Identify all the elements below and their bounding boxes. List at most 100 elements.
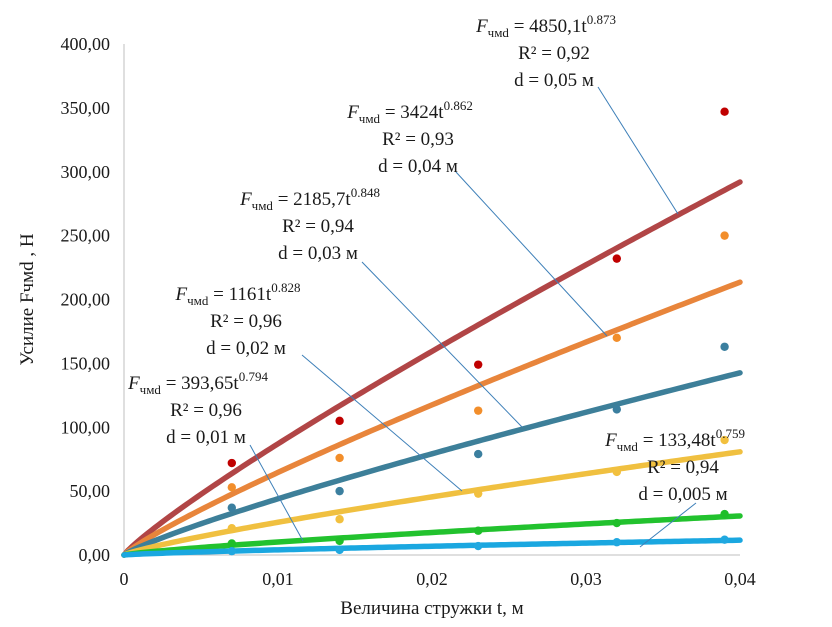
data-point <box>335 515 344 524</box>
data-point <box>612 538 621 547</box>
annotation-series-2: Fчмd = 3424t0.862 R² = 0,93 d = 0,04 м <box>346 98 473 177</box>
annotation-equation: Fчмd = 393,65t0.794 <box>127 369 268 397</box>
data-point <box>720 107 729 116</box>
annotation-r2: R² = 0,94 <box>647 457 719 478</box>
x-tick-label: 0,02 <box>416 569 448 589</box>
y-tick-label: 400,00 <box>61 34 111 54</box>
annotation-leader-line <box>301 354 463 492</box>
annotation-series-3: Fчмd = 2185,7t0.848 R² = 0,94 d = 0,03 м <box>239 185 380 264</box>
annotation-r2: R² = 0,94 <box>282 216 354 237</box>
annotation-equation: Fчмd = 4850,1t0.873 <box>475 12 616 40</box>
x-axis-title: Величина стружки t, м <box>340 598 523 619</box>
annotation-leader-line <box>249 444 304 542</box>
data-point <box>335 545 344 555</box>
data-point <box>474 449 483 459</box>
y-tick-label: 100,00 <box>61 417 111 437</box>
annotation-r2: R² = 0,93 <box>382 129 454 150</box>
data-point <box>612 467 621 477</box>
data-point <box>720 342 729 351</box>
annotation-F: F <box>346 102 359 123</box>
annotation-leader-line <box>639 502 697 548</box>
annotation-exponent: 0.828 <box>271 280 300 295</box>
y-tick-label: 350,00 <box>61 98 111 118</box>
annotation-leader-line <box>597 86 679 215</box>
annotation-r2: R² = 0,92 <box>518 43 590 64</box>
annotation-subscript: чмd <box>617 439 639 454</box>
annotation-series-1: Fчмd = 4850,1t0.873 R² = 0,92 d = 0,05 м <box>475 12 616 91</box>
annotation-leaders <box>249 86 697 548</box>
data-point <box>227 539 236 548</box>
annotation-r2: R² = 0,96 <box>170 400 242 421</box>
data-point <box>335 416 344 426</box>
annotation-F: F <box>175 284 188 305</box>
y-tick-label: 0,00 <box>79 545 111 565</box>
trendline-series-6 <box>121 537 743 558</box>
data-point <box>227 458 236 468</box>
annotation-subscript: чмd <box>187 293 209 308</box>
annotation-series-4: Fчмd = 1161t0.828 R² = 0,96 d = 0,02 м <box>175 280 301 359</box>
annotation-series-5: Fчмd = 393,65t0.794 R² = 0,96 d = 0,01 м <box>127 369 268 448</box>
trendline-series-4 <box>121 449 743 558</box>
trendlines <box>121 179 743 558</box>
data-point <box>612 254 621 263</box>
data-point <box>227 503 236 512</box>
y-tick-label: 200,00 <box>61 290 111 310</box>
annotation-series-6: Fчмd = 133,48t0.759 R² = 0,94 d = 0,005 м <box>604 426 745 505</box>
x-tick-label: 0 <box>120 569 129 589</box>
y-tick-label: 50,00 <box>70 481 111 501</box>
axes: 0,00 50,00 100,00 150,00 200,00 250,00 300,00 3… <box>61 34 756 589</box>
data-points <box>227 107 729 556</box>
annotation-exponent: 0.873 <box>587 12 616 27</box>
data-point <box>474 526 483 535</box>
annotation-F: F <box>604 430 617 451</box>
data-point <box>720 435 729 445</box>
data-point <box>227 523 236 533</box>
annotation-equation: Fчмd = 133,48t0.759 <box>604 426 745 454</box>
annotation-equation: Fчмd = 2185,7t0.848 <box>239 185 380 213</box>
annotation-equation: Fчмd = 1161t0.828 <box>175 280 301 308</box>
data-point <box>720 509 729 519</box>
annotation-diameter: d = 0,02 м <box>206 338 286 359</box>
annotation-diameter: d = 0,01 м <box>166 427 246 448</box>
annotation-exponent: 0.794 <box>239 369 269 384</box>
y-tick-label: 300,00 <box>61 162 111 182</box>
data-point <box>612 333 621 343</box>
annotation-subscript: чмd <box>359 111 381 126</box>
trendline-series-5 <box>121 513 743 558</box>
annotation-exponent: 0.848 <box>351 185 380 200</box>
annotation-diameter: d = 0,005 м <box>638 484 727 505</box>
annotation-subscript: чмd <box>252 198 274 213</box>
annotation-coefficient: = 133,48t <box>638 430 716 451</box>
y-tick-label: 250,00 <box>61 226 111 246</box>
data-point <box>227 546 236 556</box>
annotation-leader-line <box>361 261 523 428</box>
data-point <box>227 483 236 492</box>
annotation-subscript: чмd <box>488 25 510 40</box>
annotation-diameter: d = 0,04 м <box>378 156 458 177</box>
y-tick-label: 150,00 <box>61 353 111 373</box>
annotation-r2: R² = 0,96 <box>210 311 282 332</box>
data-point <box>474 360 483 369</box>
annotation-F: F <box>475 16 488 37</box>
axis-titles: Величина стружки t, м Усилие Fчмd , Н <box>17 233 524 619</box>
y-axis-title: Усилие Fчмd , Н <box>17 233 38 365</box>
annotation-coefficient: = 2185,7t <box>273 189 351 210</box>
trendline-series-2 <box>121 279 743 558</box>
annotation-leader-line <box>455 171 608 337</box>
annotation-diameter: d = 0,05 м <box>514 70 594 91</box>
data-point <box>612 405 621 414</box>
x-tick-label: 0,01 <box>262 569 294 589</box>
annotation-F: F <box>239 189 252 210</box>
data-point <box>474 406 483 415</box>
data-point <box>335 486 344 496</box>
data-point <box>335 453 344 463</box>
annotation-subscript: чмd <box>140 382 162 397</box>
trendline-series-1 <box>121 179 743 558</box>
x-tick-label: 0,04 <box>724 569 756 589</box>
trendline-series-3 <box>121 370 743 558</box>
annotation-equation: Fчмd = 3424t0.862 <box>346 98 473 126</box>
data-point <box>335 536 344 546</box>
annotation-diameter: d = 0,03 м <box>278 243 358 264</box>
